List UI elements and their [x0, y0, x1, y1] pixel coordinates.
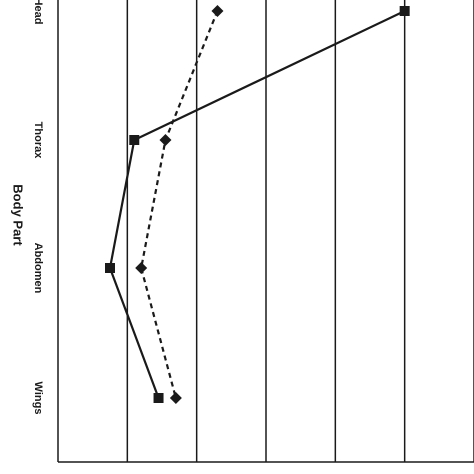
gridlines — [126, 0, 474, 462]
series-group — [105, 5, 410, 404]
category-tick-label: Wings — [32, 381, 44, 415]
series-1-point — [153, 393, 164, 403]
category-tick-label: Head — [32, 0, 44, 25]
category-tick-label: Abdomen — [32, 242, 44, 294]
series-2-point — [159, 134, 172, 146]
series-1-line — [108, 10, 406, 399]
y-axis-title: Body Part — [10, 184, 26, 246]
series-2-line — [140, 10, 219, 399]
series-1-point — [399, 6, 410, 16]
category-tick-label: Thorax — [32, 121, 44, 159]
series-1-point — [129, 135, 140, 145]
series-2-point — [169, 392, 182, 404]
series-2-point — [211, 5, 224, 17]
series-1-point — [105, 263, 115, 273]
series-2-point — [135, 262, 148, 274]
axes — [57, 0, 474, 463]
